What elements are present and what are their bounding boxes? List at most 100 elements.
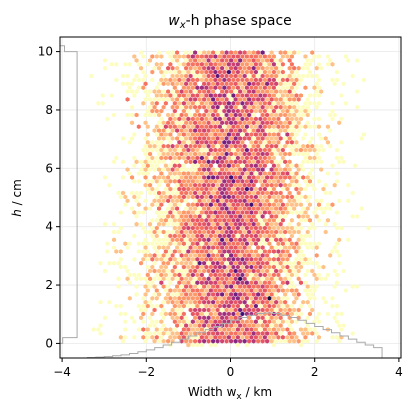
hex-cell [222,257,227,262]
hex-cell [211,338,216,344]
hex-cell [175,89,180,94]
hex-cell [312,124,317,129]
hex-cell [175,143,180,149]
hex-cell [233,284,238,289]
hex-cell [179,175,184,180]
hex-cell [280,202,285,207]
hex-cell [249,257,254,262]
hex-cell [206,315,211,321]
hex-cell [337,120,342,126]
hex-cell [177,218,182,223]
hex-cell [143,182,148,188]
hex-cell [175,214,180,219]
hex-cell [316,147,321,153]
hex-cell [229,299,234,305]
hex-cell [271,62,276,67]
hex-cell [184,299,189,305]
hex-cell [211,307,216,313]
hex-cell [208,296,213,301]
hex-cell [283,214,288,219]
hex-cell [170,151,175,157]
hex-cell [231,272,236,278]
hex-cell [249,171,254,176]
hex-cell [208,171,213,176]
hex-cell [177,147,182,153]
hex-cell [112,260,117,266]
hex-cell [305,104,310,110]
hex-cell [208,124,213,129]
hex-cell [193,307,198,313]
hex-cell [181,155,186,161]
hex-cell [226,62,231,67]
hex-cell [325,171,330,176]
hex-cell [170,65,175,71]
hex-cell [213,85,218,90]
hex-cell [130,175,135,180]
hex-cell [283,143,288,149]
hex-cell [334,319,339,324]
hex-cell [303,85,308,90]
hex-cell [190,179,195,184]
hex-cell [213,140,218,145]
hex-cell [154,241,159,246]
hex-cell [247,206,252,211]
hex-cell [195,342,200,348]
hex-cell [251,120,256,126]
hex-cell [240,335,245,340]
hex-cell [109,62,114,67]
hex-cell [184,58,189,63]
hex-cell [206,120,211,126]
hex-cell [240,264,245,270]
hex-cell [242,50,247,55]
hex-cell [170,237,175,243]
hex-cell [240,272,245,278]
hex-cell [213,288,218,293]
hex-cell [150,218,155,223]
hex-cell [170,299,175,305]
hex-cell [262,124,267,129]
hex-cell [175,323,180,328]
hex-cell [287,143,292,149]
hex-cell [280,147,285,153]
hex-cell [154,163,159,168]
hex-cell [208,147,213,153]
hex-cell [143,89,148,94]
hex-cell [285,241,290,246]
hex-cell [231,163,236,168]
hex-cell [296,73,301,79]
hex-cell [233,128,238,133]
hex-cell [285,93,290,98]
hex-cell [224,159,229,165]
hex-cell [213,210,218,215]
hex-cell [197,58,202,63]
hex-cell [213,233,218,239]
hex-cell [305,182,310,188]
hex-cell [307,194,312,200]
hex-cell [265,206,270,211]
hex-cell [188,136,193,141]
hex-cell [213,108,218,114]
hex-cell [233,73,238,79]
hex-cell [157,167,162,172]
hex-cell [278,206,283,211]
hex-cell [253,257,258,262]
hex-cell [199,147,204,153]
hex-cell [215,245,220,250]
hex-cell [274,89,279,94]
hex-cell [314,315,319,321]
hex-cell [103,65,108,71]
hex-cell [294,93,299,98]
hex-cell [253,186,258,192]
hex-cell [159,54,164,59]
hex-cell [121,73,126,79]
hex-cell [199,116,204,122]
hex-cell [233,221,238,227]
hex-cell [238,89,243,94]
hex-cell [289,194,294,200]
hex-cell [247,73,252,79]
hex-cell [134,73,139,79]
hex-cell [181,272,186,278]
hex-cell [244,296,249,301]
hex-cell [206,190,211,196]
hex-cell [267,62,272,67]
